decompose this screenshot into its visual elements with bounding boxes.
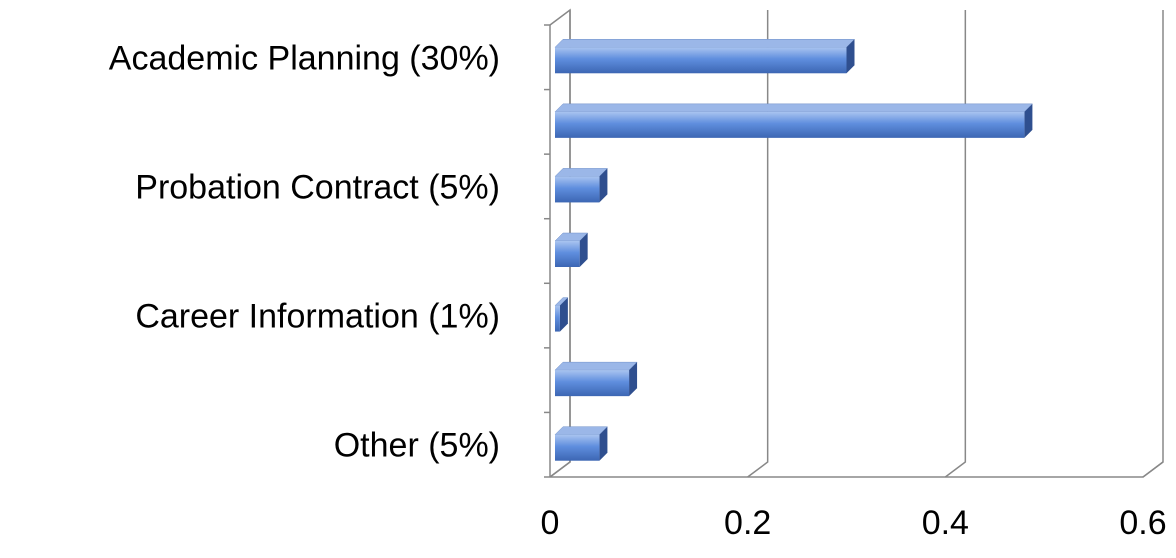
y-tick-label: Other (5%) <box>334 427 500 465</box>
grid-line <box>1142 10 1164 478</box>
bar <box>554 103 1034 138</box>
x-tick-label: 0.2 <box>724 504 771 542</box>
grid-line <box>747 10 769 478</box>
x-tick-label: 0 <box>541 504 560 542</box>
grid-line <box>549 10 571 478</box>
bar <box>554 361 638 397</box>
x-tick-label: 0.4 <box>922 504 969 542</box>
y-tick-label: Probation Contract (5%) <box>135 168 500 206</box>
bar <box>554 39 856 74</box>
y-tick-label: Academic Planning (30%) <box>109 39 500 77</box>
grid-line <box>944 10 967 478</box>
x-tick-label: 0.6 <box>1119 504 1166 542</box>
y-tick-label: Career Information (1%) <box>135 298 500 336</box>
bar <box>554 297 569 332</box>
floor <box>550 461 1164 478</box>
bar <box>554 426 609 461</box>
bar <box>554 168 609 203</box>
bar <box>554 232 589 267</box>
